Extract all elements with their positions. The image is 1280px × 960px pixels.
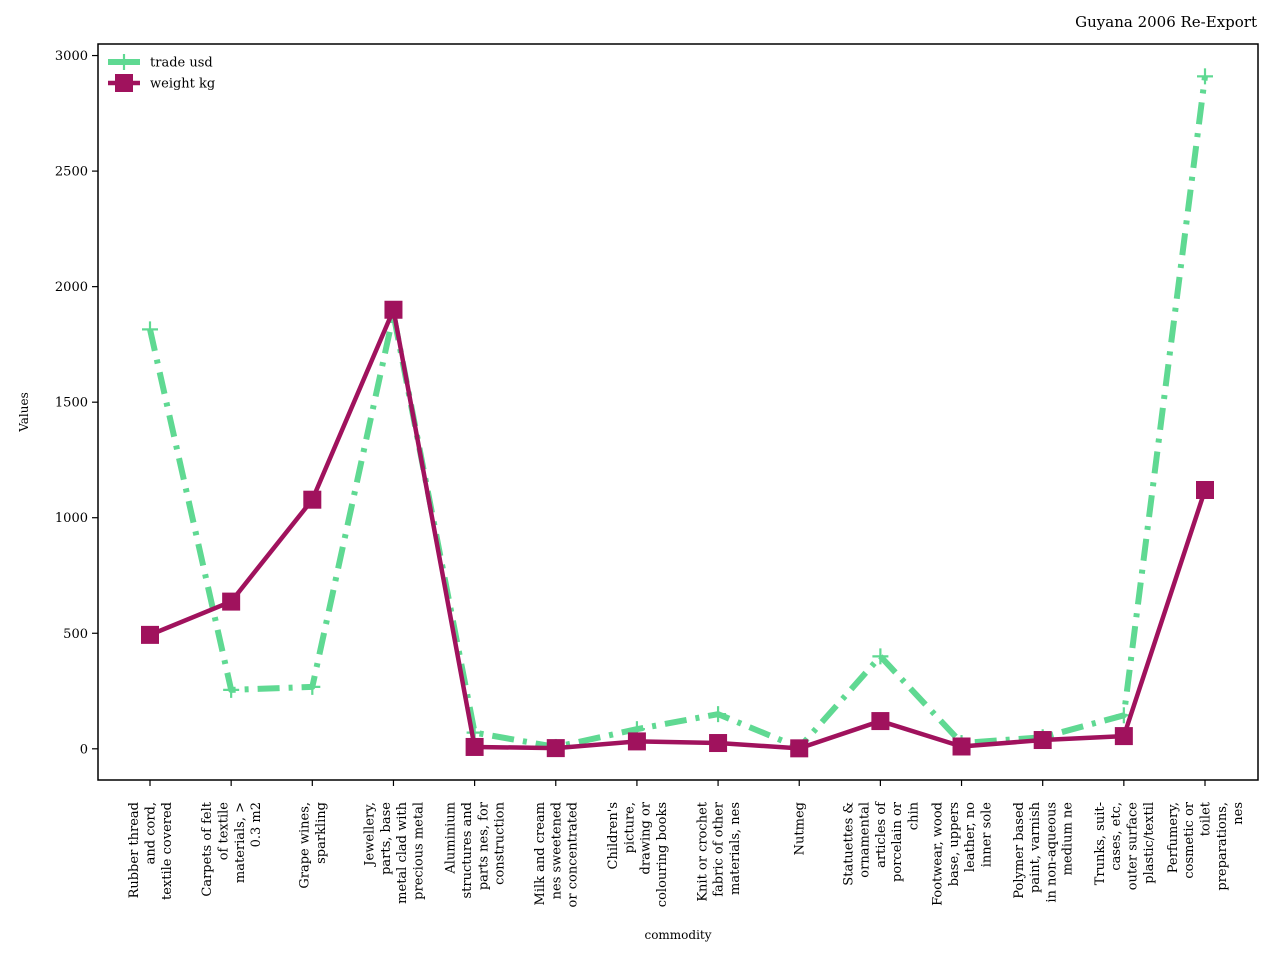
x-tick-label: Knit or crochetfabric of othermaterials,… [695, 801, 743, 901]
svg-text:Nutmeg: Nutmeg [793, 802, 808, 855]
x-tick-label: Perfumery,cosmetic ortoiletpreparations,… [1166, 801, 1246, 890]
point-weight-kg [627, 732, 646, 751]
legend-marker [115, 74, 133, 92]
svg-text:Knit or crochetfabric of other: Knit or crochetfabric of othermaterials,… [695, 801, 743, 901]
chart-title: Guyana 2006 Re-Export [1075, 13, 1257, 31]
y-tick-label: 1500 [55, 396, 88, 411]
y-tick-label: 2000 [55, 280, 88, 295]
x-tick-label: Trunks, suit-cases, etc,outer surfacepla… [1093, 802, 1157, 891]
y-tick-label: 1000 [55, 511, 88, 526]
legend-label: trade usd [150, 56, 213, 71]
svg-text:Rubber threadand cord,textile: Rubber threadand cord,textile covered [127, 802, 175, 900]
x-tick-label: Rubber threadand cord,textile covered [127, 802, 175, 900]
x-tick-label: Jewellery,parts, basemetal clad withprec… [363, 801, 427, 903]
point-weight-kg [1114, 727, 1133, 746]
x-tick-label: Statuettes &ornamentalarticles ofporcela… [841, 801, 921, 886]
series-layer [141, 68, 1214, 758]
point-weight-kg [546, 739, 565, 758]
point-weight-kg [222, 592, 241, 611]
svg-text:Perfumery,cosmetic ortoiletpre: Perfumery,cosmetic ortoiletpreparations,… [1166, 801, 1246, 890]
plot-frame [97, 43, 1259, 781]
x-tick-label: Grape wines,sparkling [298, 802, 329, 889]
y-tick-label: 0 [80, 742, 88, 757]
x-tick-label: Carpets of feltof textilematerials, >0.3… [200, 801, 264, 896]
x-tick-label: Aluminiumstructures andparts nes, forcon… [444, 801, 508, 898]
point-trade-usd [1197, 68, 1213, 85]
point-trade-usd [710, 706, 727, 723]
svg-text:Statuettes &ornamentalarticles: Statuettes &ornamentalarticles ofporcela… [841, 801, 921, 886]
y-tick-label: 2500 [55, 165, 88, 180]
point-weight-kg [871, 712, 890, 731]
series-line-weight-kg [149, 307, 1208, 751]
x-tick-label: Footwear, woodbase, uppersleather, noinn… [931, 802, 995, 906]
x-tick-label: Children'spicture,drawing orcolouring bo… [606, 801, 670, 907]
svg-text:Milk and creamnes sweetenedor: Milk and creamnes sweetenedor concentrat… [533, 802, 581, 907]
legend-item-trade-usd: trade usd [108, 54, 213, 71]
point-weight-kg [141, 625, 159, 644]
svg-text:Polymer basedpaint, varnishin: Polymer basedpaint, varnishin non-aqueou… [1012, 801, 1076, 902]
x-axis: Rubber threadand cord,textile covered Car… [127, 780, 1246, 907]
legend-marker [116, 54, 132, 70]
legend-label: weight kg [150, 77, 215, 92]
y-tick-label: 500 [63, 627, 88, 642]
svg-text:Carpets of feltof textilemater: Carpets of feltof textilematerials, >0.3… [200, 801, 264, 896]
series-trade-usd [142, 68, 1213, 756]
point-weight-kg [709, 734, 728, 753]
svg-text:Trunks, suit-cases, etc,outer: Trunks, suit-cases, etc,outer surfacepla… [1093, 802, 1157, 891]
svg-text:Grape wines,sparkling: Grape wines,sparkling [298, 802, 329, 889]
svg-text:Aluminiumstructures andparts n: Aluminiumstructures andparts nes, forcon… [444, 801, 508, 898]
svg-text:Jewellery,parts, basemetal cla: Jewellery,parts, basemetal clad withprec… [363, 801, 427, 903]
x-tick-label: Milk and creamnes sweetenedor concentrat… [533, 802, 581, 907]
point-weight-kg [303, 490, 322, 509]
svg-text:Children'spicture,drawing orco: Children'spicture,drawing orcolouring bo… [606, 801, 670, 907]
point-weight-kg [384, 300, 403, 319]
point-trade-usd [304, 678, 321, 695]
series-weight-kg [141, 300, 1214, 758]
x-axis-label: commodity [644, 928, 711, 942]
point-trade-usd [223, 681, 240, 698]
x-tick-label: Nutmeg [793, 802, 808, 855]
x-tick-label: Polymer basedpaint, varnishin non-aqueou… [1012, 801, 1076, 902]
point-weight-kg [465, 737, 484, 756]
point-trade-usd [872, 648, 889, 665]
y-axis: 0 500 1000 1500 2000 2500 3000 [55, 49, 98, 757]
point-weight-kg [952, 737, 971, 756]
point-weight-kg [1033, 731, 1052, 750]
point-weight-kg [790, 739, 809, 758]
legend: trade usd weight kg [108, 54, 215, 92]
point-trade-usd [142, 321, 158, 338]
legend-item-weight-kg: weight kg [108, 74, 215, 92]
point-weight-kg [1196, 480, 1214, 499]
svg-text:Footwear, woodbase, uppersleat: Footwear, woodbase, uppersleather, noinn… [931, 802, 995, 906]
series-line-trade-usd [147, 75, 1208, 751]
y-tick-label: 3000 [55, 49, 88, 64]
y-axis-label: Values [17, 392, 31, 433]
